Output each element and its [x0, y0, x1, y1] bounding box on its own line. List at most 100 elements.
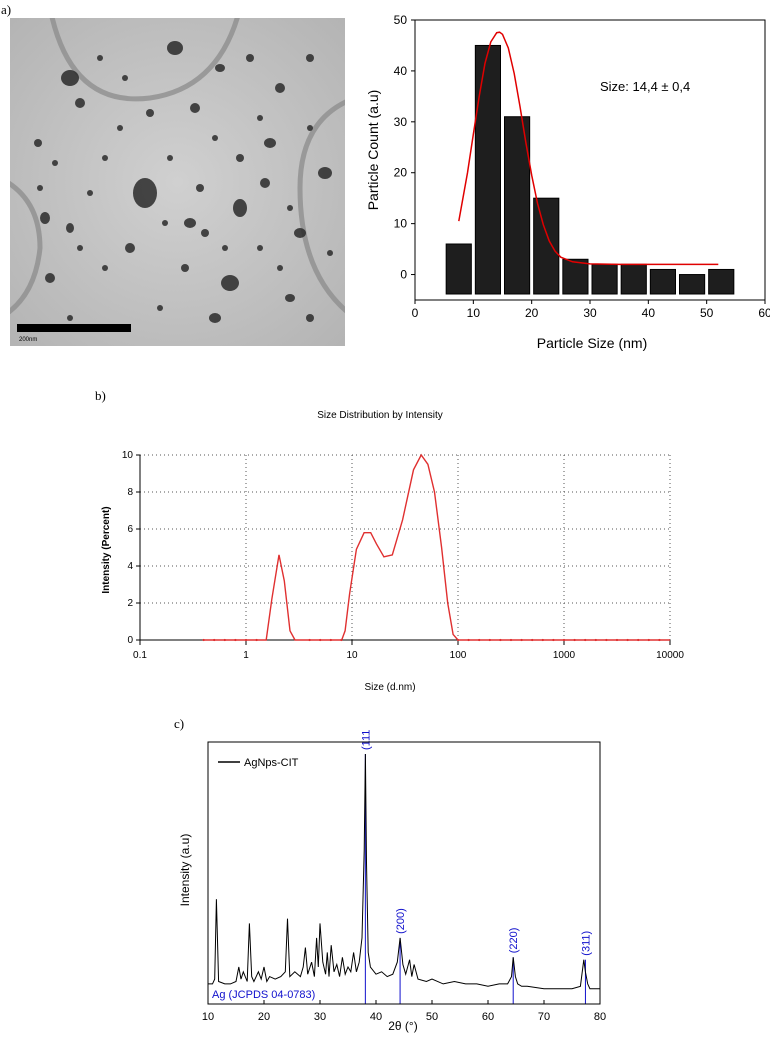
nanoparticle	[77, 245, 83, 251]
nanoparticle	[201, 229, 209, 237]
nanoparticle	[125, 243, 135, 253]
histogram-bars	[445, 44, 735, 295]
nanoparticle	[257, 115, 263, 121]
baseline-marker	[541, 638, 544, 642]
panel-b-label: b)	[95, 388, 106, 403]
y-tick-label: 8	[127, 487, 133, 498]
nanoparticle	[257, 245, 263, 251]
x-tick-label: 60	[758, 306, 770, 320]
nanoparticle	[184, 218, 196, 228]
x-tick-label: 0.1	[133, 650, 147, 661]
y-tick-label: 20	[394, 166, 408, 180]
nanoparticle	[215, 64, 225, 72]
panel-c-label: c)	[174, 716, 185, 731]
dls-axes: 0.1 1 10 100 1000 10000 0 2 4 6 8 10	[122, 450, 684, 661]
x-tick-label: 10000	[656, 650, 684, 661]
hkl-label: (220)	[508, 928, 520, 954]
xrd-y-axis-title: Intensity (a.u)	[178, 834, 192, 907]
y-tick-label: 2	[127, 598, 133, 609]
nanoparticle	[122, 75, 128, 81]
baseline-marker	[605, 638, 608, 642]
xrd-frame	[207, 741, 601, 1005]
baseline-marker	[637, 638, 640, 642]
baseline-marker	[509, 638, 513, 642]
baseline-marker	[488, 638, 491, 642]
nanoparticle	[67, 315, 73, 321]
x-tick-label: 80	[594, 1011, 606, 1023]
nanoparticle	[294, 228, 306, 238]
nanoparticle	[307, 125, 313, 131]
gaussian-fit-curve	[458, 31, 719, 266]
baseline-marker	[340, 638, 343, 642]
nanoparticle	[97, 55, 103, 61]
hkl-label: (200)	[395, 908, 407, 934]
y-tick-label: 4	[127, 561, 133, 572]
baseline-marker	[499, 638, 502, 642]
histogram-bar	[474, 44, 502, 295]
baseline-marker	[478, 638, 481, 642]
size-annotation: Size: 14,4 ± 0,4	[600, 79, 690, 94]
x-tick-label: 40	[370, 1011, 382, 1023]
baseline-marker	[308, 638, 311, 642]
nanoparticle	[133, 178, 157, 208]
x-tick-label: 20	[525, 306, 539, 320]
nanoparticle	[157, 305, 163, 311]
nanoparticle	[222, 245, 228, 251]
baseline-marker	[615, 638, 619, 642]
nanoparticle	[181, 264, 189, 272]
reference-label: Ag (JCPDS 04-0783)	[212, 989, 315, 1001]
nanoparticles	[34, 41, 333, 323]
baseline-marker	[223, 638, 226, 642]
x-tick-label: 10	[346, 650, 358, 661]
histogram-bar	[445, 243, 472, 295]
nanoparticle	[221, 275, 239, 291]
x-tick-label: 10	[467, 306, 481, 320]
carbon-film-holes	[10, 18, 345, 315]
x-tick-label: 50	[700, 306, 714, 320]
nanoparticle	[167, 155, 173, 161]
xrd-pattern: (111) (200) (220) (311) 10 20 30 40 50 60 70 80 Ag…	[178, 730, 606, 1033]
nanoparticle	[167, 41, 183, 55]
baseline-marker	[319, 638, 322, 642]
nanoparticle	[264, 138, 276, 148]
nanoparticle	[318, 167, 332, 179]
xrd-axes: 10 20 30 40 50 60 70 80	[202, 741, 606, 1023]
nanoparticle	[52, 160, 58, 166]
nanoparticle	[34, 139, 42, 147]
x-tick-label: 30	[583, 306, 597, 320]
baseline-marker	[244, 638, 248, 642]
histogram-axes: 0 10 20 30 40 50 60 0 10 20 30 40 50	[394, 13, 770, 320]
x-tick-label: 1000	[553, 650, 576, 661]
nanoparticle	[275, 83, 285, 93]
xrd-reference-lines: (111) (200) (220) (311)	[360, 730, 592, 1004]
nanoparticle	[246, 54, 254, 62]
dls-title: Size Distribution by Intensity	[317, 410, 443, 421]
baseline-marker	[626, 638, 629, 642]
x-tick-label: 50	[426, 1011, 438, 1023]
baseline-marker	[520, 638, 523, 642]
nanoparticle	[190, 103, 200, 113]
y-tick-label: 50	[394, 13, 408, 27]
nanoparticle	[45, 273, 55, 283]
nanoparticle	[75, 98, 85, 108]
y-tick-label: 0	[127, 635, 133, 646]
nanoparticle	[287, 205, 293, 211]
histogram-x-axis-title: Particle Size (nm)	[537, 335, 647, 351]
nanoparticle	[209, 313, 221, 323]
tem-micrograph: 200nm	[10, 18, 345, 346]
histogram-bar	[533, 197, 560, 295]
baseline-marker	[658, 638, 661, 642]
baseline-marker	[255, 638, 258, 642]
nanoparticle	[61, 70, 79, 86]
y-tick-label: 30	[394, 115, 408, 129]
baseline-marker	[531, 638, 534, 642]
nanoparticle	[102, 155, 108, 161]
y-tick-label: 6	[127, 524, 133, 535]
baseline-marker	[647, 638, 650, 642]
x-tick-label: 1	[243, 650, 249, 661]
dls-grid	[140, 454, 671, 640]
size-histogram: 0 10 20 30 40 50 60 0 10 20 30 40 50 Size: 14,4 ± 0,…	[365, 13, 770, 351]
scale-bar-label: 200nm	[19, 337, 37, 343]
histogram-bar	[591, 263, 618, 295]
x-tick-label: 0	[412, 306, 419, 320]
